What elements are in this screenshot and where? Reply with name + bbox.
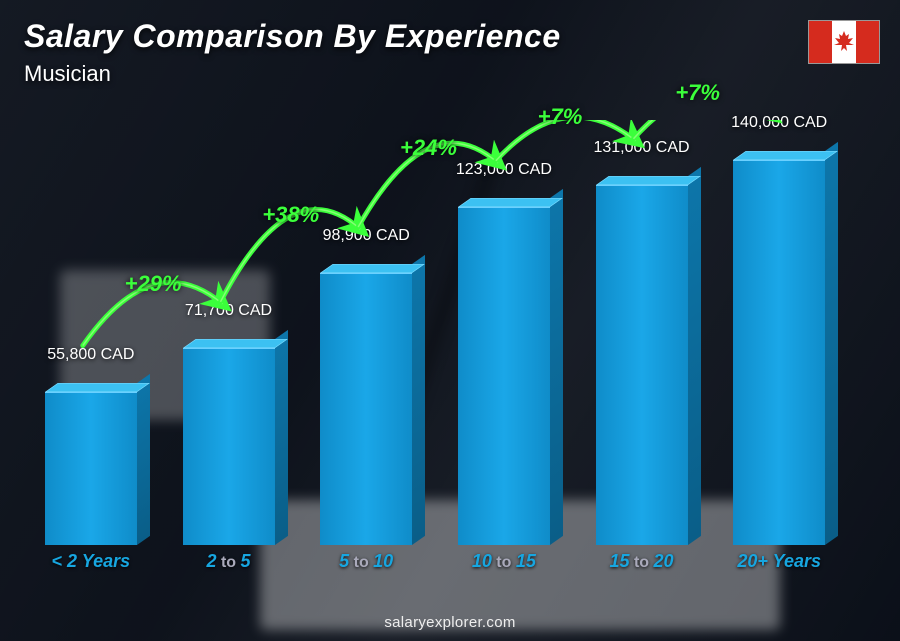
bar-value-label: 123,000 CAD bbox=[456, 161, 552, 179]
flag-red-right bbox=[856, 21, 879, 63]
increment-label: +7% bbox=[538, 104, 583, 130]
bar-slot: 55,800 CAD bbox=[22, 120, 160, 545]
bar-slot: 131,000 CAD bbox=[573, 120, 711, 545]
bar-slot: 123,000 CAD bbox=[435, 120, 573, 545]
x-axis-labels: < 2 Years2 to 55 to 1010 to 1515 to 2020… bbox=[22, 551, 848, 581]
flag-canada-icon bbox=[808, 20, 880, 64]
increment-label: +29% bbox=[125, 271, 182, 297]
flag-red-left bbox=[809, 21, 832, 63]
salary-bar bbox=[733, 160, 825, 545]
x-axis-label: 20+ Years bbox=[710, 551, 848, 581]
bar-value-label: 55,800 CAD bbox=[47, 346, 134, 364]
page-title: Salary Comparison By Experience bbox=[24, 18, 561, 55]
salary-bar bbox=[45, 392, 137, 545]
salary-bar bbox=[596, 185, 688, 545]
maple-leaf-icon bbox=[834, 31, 854, 53]
salary-bar bbox=[320, 273, 412, 545]
x-axis-label: 10 to 15 bbox=[435, 551, 573, 581]
page-subtitle: Musician bbox=[24, 61, 561, 87]
increment-label: +7% bbox=[675, 80, 720, 106]
x-axis-label: 15 to 20 bbox=[573, 551, 711, 581]
bar-value-label: 140,000 CAD bbox=[731, 114, 827, 132]
x-axis-label: 2 to 5 bbox=[160, 551, 298, 581]
header: Salary Comparison By Experience Musician bbox=[24, 18, 561, 87]
salary-bar-chart: 55,800 CAD 71,700 CAD 98,900 CAD 123,000 CA… bbox=[22, 120, 848, 581]
increment-label: +38% bbox=[262, 202, 319, 228]
bar-value-label: 71,700 CAD bbox=[185, 302, 272, 320]
bar-slot: 71,700 CAD bbox=[160, 120, 298, 545]
salary-bar bbox=[458, 207, 550, 545]
flag-white-mid bbox=[832, 21, 855, 63]
increment-label: +24% bbox=[400, 135, 457, 161]
footer-site: salaryexplorer.com bbox=[0, 614, 900, 631]
stage: Salary Comparison By Experience Musician… bbox=[0, 0, 900, 641]
bar-slot: 140,000 CAD bbox=[710, 120, 848, 545]
salary-bar bbox=[183, 348, 275, 545]
bar-value-label: 131,000 CAD bbox=[593, 139, 689, 157]
bar-slot: 98,900 CAD bbox=[297, 120, 435, 545]
plot-area: 55,800 CAD 71,700 CAD 98,900 CAD 123,000 CA… bbox=[22, 120, 848, 545]
bar-value-label: 98,900 CAD bbox=[323, 227, 410, 245]
x-axis-label: 5 to 10 bbox=[297, 551, 435, 581]
x-axis-label: < 2 Years bbox=[22, 551, 160, 581]
